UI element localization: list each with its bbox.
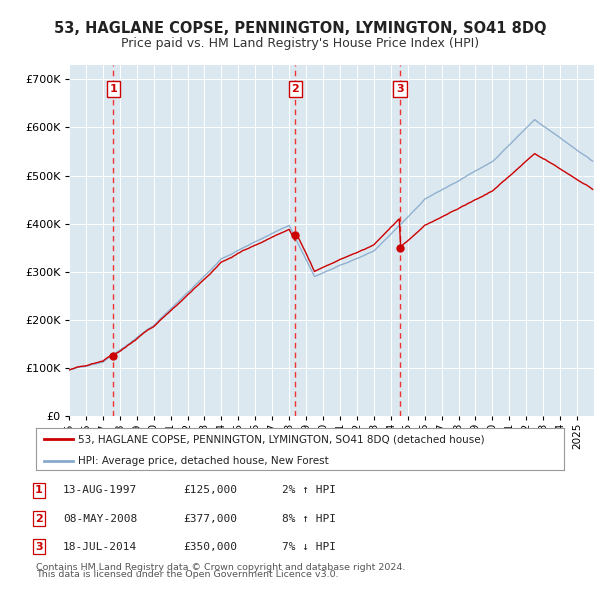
Text: £125,000: £125,000 bbox=[183, 486, 237, 495]
Text: 08-MAY-2008: 08-MAY-2008 bbox=[63, 514, 137, 523]
Text: 3: 3 bbox=[396, 84, 404, 94]
Text: 53, HAGLANE COPSE, PENNINGTON, LYMINGTON, SO41 8DQ (detached house): 53, HAGLANE COPSE, PENNINGTON, LYMINGTON… bbox=[78, 434, 485, 444]
Text: 8% ↑ HPI: 8% ↑ HPI bbox=[282, 514, 336, 523]
Text: 2: 2 bbox=[35, 514, 43, 523]
Text: 3: 3 bbox=[35, 542, 43, 552]
Text: Price paid vs. HM Land Registry's House Price Index (HPI): Price paid vs. HM Land Registry's House … bbox=[121, 37, 479, 50]
Text: Contains HM Land Registry data © Crown copyright and database right 2024.: Contains HM Land Registry data © Crown c… bbox=[36, 563, 406, 572]
Text: £377,000: £377,000 bbox=[183, 514, 237, 523]
Text: 13-AUG-1997: 13-AUG-1997 bbox=[63, 486, 137, 495]
Text: 7% ↓ HPI: 7% ↓ HPI bbox=[282, 542, 336, 552]
Text: 2: 2 bbox=[292, 84, 299, 94]
Text: This data is licensed under the Open Government Licence v3.0.: This data is licensed under the Open Gov… bbox=[36, 571, 338, 579]
Text: 53, HAGLANE COPSE, PENNINGTON, LYMINGTON, SO41 8DQ: 53, HAGLANE COPSE, PENNINGTON, LYMINGTON… bbox=[54, 21, 546, 35]
Text: HPI: Average price, detached house, New Forest: HPI: Average price, detached house, New … bbox=[78, 456, 329, 466]
Text: 1: 1 bbox=[109, 84, 117, 94]
Text: £350,000: £350,000 bbox=[183, 542, 237, 552]
Text: 2% ↑ HPI: 2% ↑ HPI bbox=[282, 486, 336, 495]
Text: 18-JUL-2014: 18-JUL-2014 bbox=[63, 542, 137, 552]
Text: 1: 1 bbox=[35, 486, 43, 495]
